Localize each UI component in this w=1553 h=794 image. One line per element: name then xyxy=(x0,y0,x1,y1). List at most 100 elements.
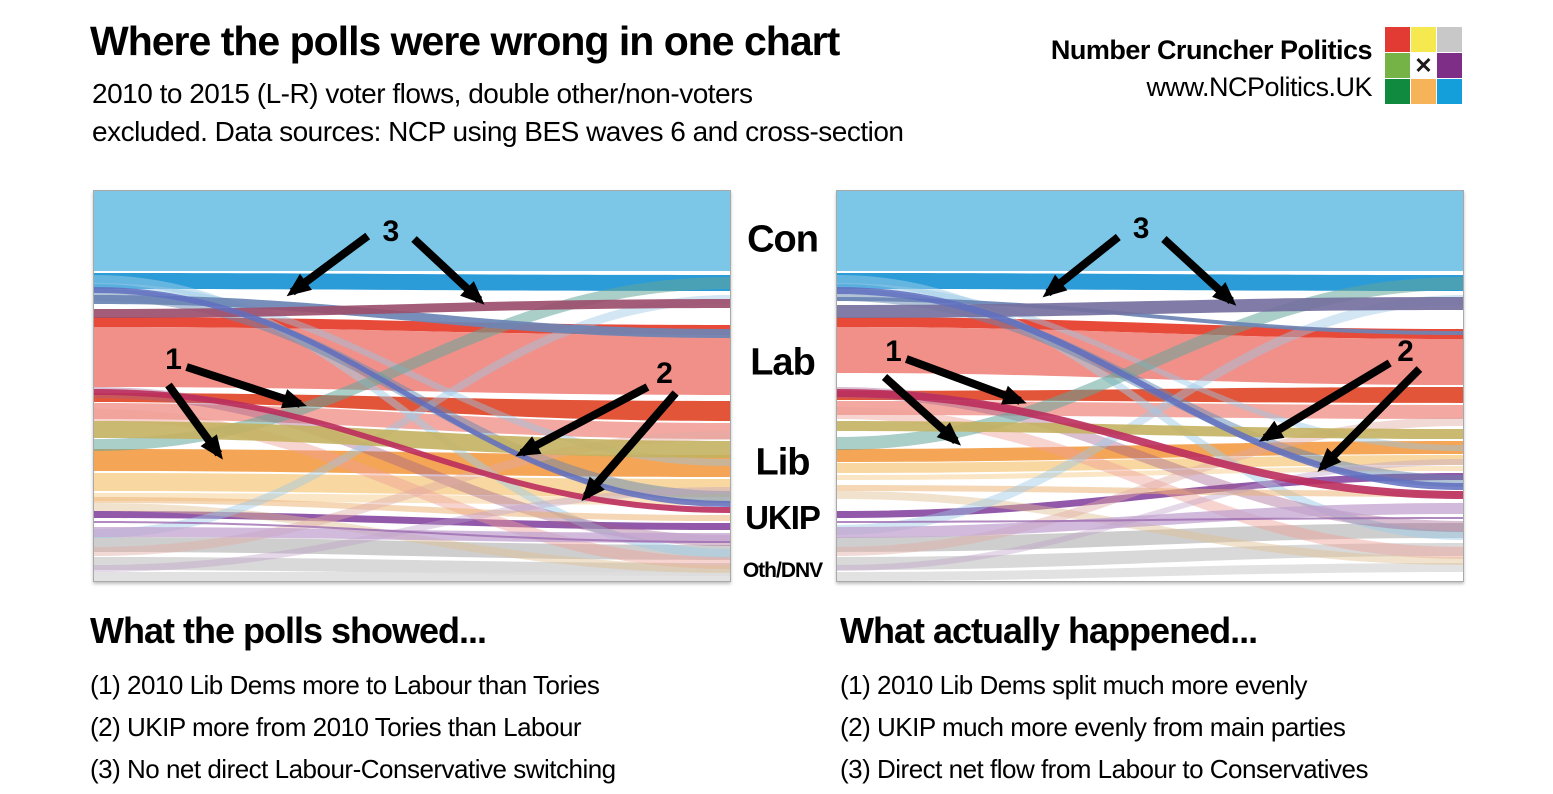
logo-cell xyxy=(1437,53,1462,78)
flow-lab-to-othdnv xyxy=(94,409,730,569)
page-title: Where the polls were wrong in one chart xyxy=(90,18,840,64)
flow-lib-to-ukip xyxy=(837,485,1463,497)
flow-othdnv-to-othdnv xyxy=(837,563,1463,581)
flow-othdnv-to-con xyxy=(837,295,1463,535)
ncp-logo-icon: ✕ xyxy=(1385,27,1462,104)
flow-lib-to-lib xyxy=(94,493,730,505)
flow-lab-to-con xyxy=(94,299,730,318)
logo-cell xyxy=(1385,27,1410,52)
panel-actual-heading: What actually happened... xyxy=(840,610,1258,651)
logo-cell xyxy=(1411,27,1436,52)
flow-lab-to-othdnv xyxy=(837,387,1463,532)
party-label-ukip: UKIP xyxy=(745,499,821,536)
annotation-arrow-1 xyxy=(881,374,962,446)
flow-lib-to-con xyxy=(94,277,730,451)
flow-othdnv-to-othdnv xyxy=(837,523,1463,552)
flow-othdnv-to-lab xyxy=(837,417,1463,556)
flow-othdnv-to-lib xyxy=(94,487,730,572)
panel-actual-note-1: (1) 2010 Lib Dems split much more evenly xyxy=(840,670,1307,700)
brand-text: Number Cruncher Politics www.NCPolitics.… xyxy=(1050,27,1373,103)
logo-cell xyxy=(1437,27,1462,52)
flow-ukip-to-othdnv xyxy=(94,521,730,543)
flow-ukip-to-ukip xyxy=(94,511,730,530)
flow-lib-to-lab xyxy=(94,421,730,458)
flow-lib-to-othdnv xyxy=(837,491,1463,565)
annotation-label-3: 3 xyxy=(1133,212,1150,245)
panel-polls-heading: What the polls showed... xyxy=(90,610,487,651)
flow-othdnv-to-lab xyxy=(94,431,730,556)
logo-cell xyxy=(1437,79,1462,104)
flow-con-to-con xyxy=(837,273,1463,291)
flow-lab-to-ukip xyxy=(837,389,1463,499)
annotation-label-1: 1 xyxy=(885,335,902,368)
panel-polls: What the polls showed... (1) 2010 Lib De… xyxy=(90,610,810,790)
flow-con-to-con xyxy=(94,191,730,271)
flow-ukip-to-othdnv xyxy=(837,517,1463,523)
annotation-arrow-1 xyxy=(165,382,223,460)
flow-lab-to-lab xyxy=(94,393,730,421)
annotation-arrow-3 xyxy=(411,236,485,305)
flow-othdnv-to-othdnv xyxy=(837,543,1463,570)
annotation-arrow-1 xyxy=(185,363,307,409)
flow-lib-to-lib xyxy=(837,441,1463,462)
flow-con-to-ukip xyxy=(94,287,730,507)
flow-lib-to-lab xyxy=(837,421,1463,439)
flow-con-to-con xyxy=(837,191,1463,271)
flow-con-to-lib xyxy=(94,283,730,466)
flow-othdnv-to-othdnv xyxy=(94,557,730,576)
sankey-chart-actual: 1 2 3 xyxy=(836,190,1464,582)
flow-lib-to-lib xyxy=(837,466,1463,480)
sankey-chart-polls: 1 2 3 xyxy=(93,190,731,582)
brand-block: Number Cruncher Politics www.NCPolitics.… xyxy=(1051,27,1462,104)
flow-lib-to-ukip xyxy=(94,497,730,521)
logo-cell xyxy=(1385,79,1410,104)
flow-lib-to-con xyxy=(837,277,1463,450)
party-label-lab: Lab xyxy=(750,341,816,384)
annotation-arrow-3 xyxy=(1161,236,1237,306)
flow-lab-to-lab xyxy=(837,327,1463,385)
logo-cell xyxy=(1411,79,1436,104)
panel-polls-note-1: (1) 2010 Lib Dems more to Labour than To… xyxy=(90,670,600,700)
panel-actual-note-3: (3) Direct net flow from Labour to Conse… xyxy=(840,754,1369,784)
annotation-arrow-2 xyxy=(515,383,650,457)
sankey-svg-polls: 1 2 3 xyxy=(94,191,730,581)
panel-polls-note-2: (2) UKIP more from 2010 Tories than Labo… xyxy=(90,712,582,742)
logo-ballot-x-icon: ✕ xyxy=(1411,53,1436,78)
flow-con-to-con xyxy=(94,273,730,291)
annotation-arrow-2 xyxy=(1258,359,1392,442)
flow-con-to-lab xyxy=(837,297,1463,335)
panel-actual-note-2: (2) UKIP much more evenly from main part… xyxy=(840,712,1346,742)
party-label-lib: Lib xyxy=(755,441,811,484)
brand-url: www.NCPolitics.UK xyxy=(1146,72,1372,102)
logo-cell xyxy=(1385,53,1410,78)
party-label-con: Con xyxy=(747,218,819,261)
flow-con-to-othdnv xyxy=(837,275,1463,540)
annotation-arrow-2 xyxy=(581,390,679,502)
flow-lab-to-othdnv xyxy=(94,387,730,546)
annotation-arrow-2 xyxy=(1317,366,1423,472)
panel-actual: What actually happened... (1) 2010 Lib D… xyxy=(840,610,1553,790)
annotation-arrow-3 xyxy=(286,232,371,297)
flow-othdnv-to-othdnv xyxy=(94,572,730,581)
party-label-oth-dnv: Oth/DNV xyxy=(742,559,823,582)
panel-polls-note-3: (3) No net direct Labour-Conservative sw… xyxy=(90,754,616,784)
flow-othdnv-to-con xyxy=(94,295,730,538)
flow-othdnv-to-othdnv xyxy=(94,537,730,560)
annotation-label-2: 2 xyxy=(656,357,673,390)
flow-lab-to-othdnv xyxy=(837,407,1463,559)
flow-con-to-ukip xyxy=(837,287,1463,490)
annotation-label-1: 1 xyxy=(165,343,182,376)
page-subtitle-line1: 2010 to 2015 (L-R) voter flows, double o… xyxy=(92,78,753,109)
brand-name: Number Cruncher Politics xyxy=(1050,35,1373,65)
annotation-label-3: 3 xyxy=(382,215,399,248)
flow-lab-to-ukip xyxy=(94,389,730,513)
sankey-svg-actual: 1 2 3 xyxy=(837,191,1463,581)
annotation-label-2: 2 xyxy=(1397,335,1414,368)
flow-con-to-lab xyxy=(94,295,730,338)
party-label-column: Con Lab Lib UKIP Oth/DNV xyxy=(729,190,836,583)
annotation-arrow-3 xyxy=(1042,233,1121,298)
annotation-arrow-1 xyxy=(904,355,1027,405)
flow-con-to-othdnv xyxy=(94,275,730,558)
page-subtitle-line2: excluded. Data sources: NCP using BES wa… xyxy=(92,116,904,147)
